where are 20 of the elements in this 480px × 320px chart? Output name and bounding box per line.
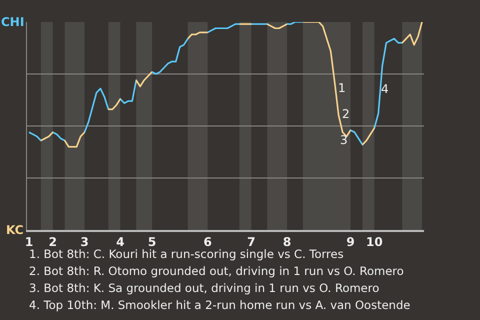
text: KC [6,223,24,237]
text: 1. Bot 8th: C. Kouri hit a run-scoring single vs C. Torres [29,247,344,261]
x-tick-label: 8 [282,235,292,250]
x-tick-label: 2 [48,235,57,250]
annotation: 2 [342,107,350,121]
x-tick-label: 9 [346,235,355,250]
x-tick-label: 4 [116,235,124,250]
annotation: 3 [340,133,348,147]
x-tick-label: 10 [366,235,383,250]
x-tick-label: 6 [203,235,212,250]
text: 2. Bot 8th: R. Otomo grounded out, driving in 1 run vs O. Romero [29,264,404,278]
text: CHI [1,15,24,29]
text: 4. Top 10th: M. Smookler hit a 2-run home run vs A. van Oostende [29,298,410,312]
x-tick-label: 1 [24,235,34,250]
annotation: 1 [338,81,346,95]
x-tick-label: 5 [148,235,156,250]
x-tick-label: 3 [80,235,89,250]
x-tick-label: 7 [247,235,256,250]
text: 3. Bot 8th: K. Sa grounded out, driving in 1 run vs O. Romero [29,281,380,295]
annotation: 4 [381,82,389,96]
